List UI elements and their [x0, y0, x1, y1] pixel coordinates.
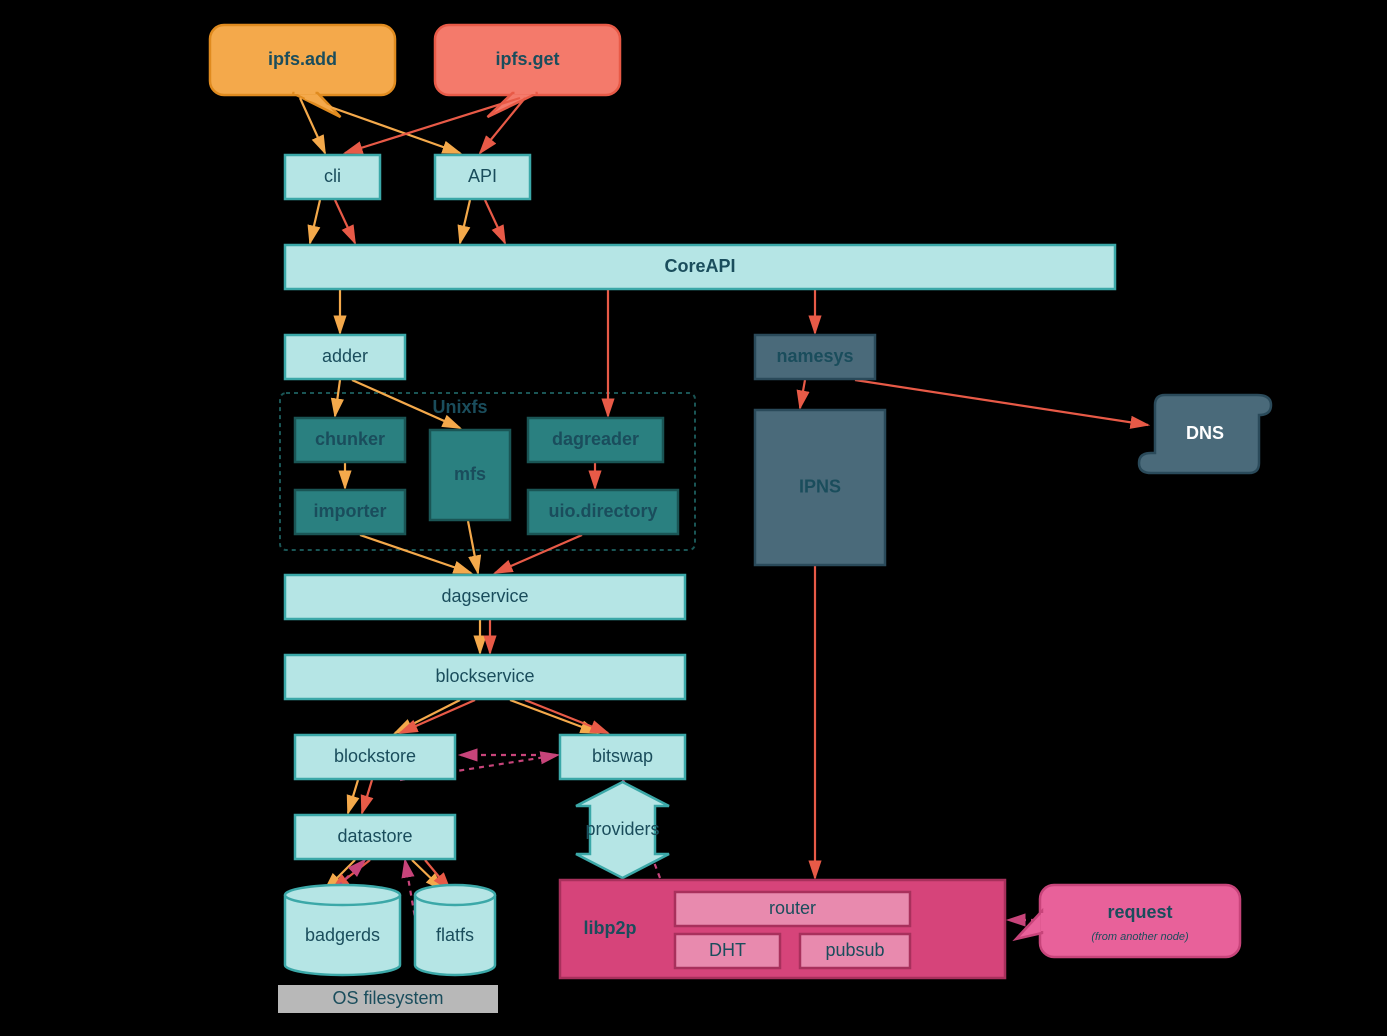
node-bitswap: bitswap [560, 735, 685, 779]
speech-label: ipfs.get [495, 49, 559, 69]
node-label: dagservice [441, 586, 528, 606]
node-importer: importer [295, 490, 405, 534]
node-label: DHT [709, 940, 746, 960]
cylinder-flatfs: flatfs [415, 885, 495, 975]
node-dagservice: dagservice [285, 575, 685, 619]
node-chunker: chunker [295, 418, 405, 462]
node-router: router [675, 892, 910, 926]
node-label: mfs [454, 464, 486, 484]
node-uiodir: uio.directory [528, 490, 678, 534]
node-cli: cli [285, 155, 380, 199]
node-label: API [468, 166, 497, 186]
node-blockservice: blockservice [285, 655, 685, 699]
node-label: uio.directory [548, 501, 657, 521]
node-label: OS filesystem [332, 988, 443, 1008]
node-label: CoreAPI [664, 256, 735, 276]
node-osfs: OS filesystem [278, 985, 498, 1013]
svg-text:providers: providers [585, 819, 659, 839]
node-label: pubsub [825, 940, 884, 960]
svg-text:flatfs: flatfs [436, 925, 474, 945]
node-label: blockservice [435, 666, 534, 686]
node-label: datastore [337, 826, 412, 846]
node-dagreader: dagreader [528, 418, 663, 462]
node-pubsub: pubsub [800, 934, 910, 968]
node-adder: adder [285, 335, 405, 379]
speech-sublabel: (from another node) [1091, 931, 1189, 943]
node-label: IPNS [799, 476, 841, 496]
node-ipns: IPNS [755, 410, 885, 565]
node-api: API [435, 155, 530, 199]
node-label: cli [324, 166, 341, 186]
node-label: adder [322, 346, 368, 366]
node-mfs: mfs [430, 430, 510, 520]
node-dht: DHT [675, 934, 780, 968]
cylinder-badgerds: badgerds [285, 885, 400, 975]
node-label: libp2p [584, 918, 637, 938]
node-label: bitswap [592, 746, 653, 766]
node-namesys: namesys [755, 335, 875, 379]
architecture-diagram: Unixfs ipfs.add ipfs.get cli API CoreAPI adder… [0, 0, 1387, 1036]
svg-text:badgerds: badgerds [305, 925, 380, 945]
node-coreapi: CoreAPI [285, 245, 1115, 289]
node-label: blockstore [334, 746, 416, 766]
speech-request: request (from another node) [1016, 885, 1240, 957]
unixfs-label: Unixfs [432, 397, 487, 417]
svg-text:DNS: DNS [1186, 423, 1224, 443]
node-blockstore: blockstore [295, 735, 455, 779]
node-datastore: datastore [295, 815, 455, 859]
node-label: router [769, 898, 816, 918]
speech-label: request [1107, 902, 1172, 922]
node-label: importer [313, 501, 386, 521]
node-label: dagreader [552, 429, 639, 449]
node-label: chunker [315, 429, 385, 449]
speech-label: ipfs.add [268, 49, 337, 69]
node-label: namesys [776, 346, 853, 366]
node-dns: DNS [1139, 395, 1271, 473]
